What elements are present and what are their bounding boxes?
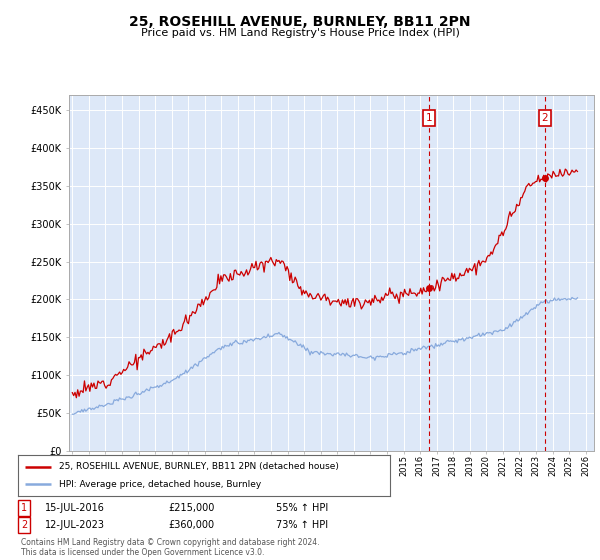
Text: 12-JUL-2023: 12-JUL-2023	[45, 520, 105, 530]
Text: HPI: Average price, detached house, Burnley: HPI: Average price, detached house, Burn…	[59, 480, 261, 489]
Text: Price paid vs. HM Land Registry's House Price Index (HPI): Price paid vs. HM Land Registry's House …	[140, 28, 460, 38]
Text: £360,000: £360,000	[168, 520, 214, 530]
Text: 15-JUL-2016: 15-JUL-2016	[45, 503, 105, 513]
Text: 1: 1	[21, 503, 27, 513]
Text: £215,000: £215,000	[168, 503, 214, 513]
Text: 25, ROSEHILL AVENUE, BURNLEY, BB11 2PN (detached house): 25, ROSEHILL AVENUE, BURNLEY, BB11 2PN (…	[59, 462, 339, 471]
Text: Contains HM Land Registry data © Crown copyright and database right 2024.
This d: Contains HM Land Registry data © Crown c…	[21, 538, 320, 557]
Text: 2: 2	[542, 113, 548, 123]
Text: 73% ↑ HPI: 73% ↑ HPI	[276, 520, 328, 530]
Text: 55% ↑ HPI: 55% ↑ HPI	[276, 503, 328, 513]
Text: 2: 2	[21, 520, 27, 530]
Text: 25, ROSEHILL AVENUE, BURNLEY, BB11 2PN: 25, ROSEHILL AVENUE, BURNLEY, BB11 2PN	[129, 15, 471, 29]
Text: 1: 1	[426, 113, 433, 123]
